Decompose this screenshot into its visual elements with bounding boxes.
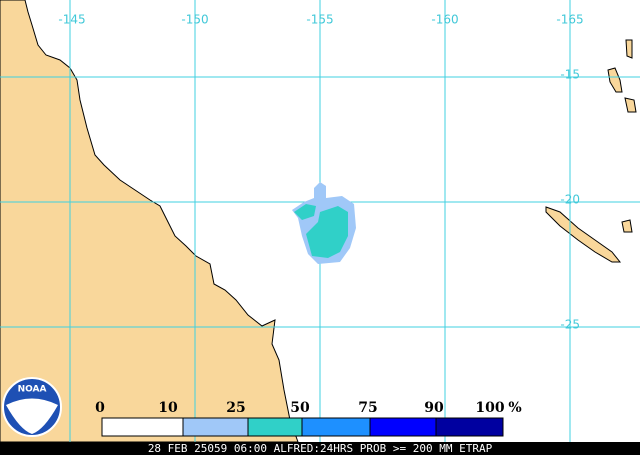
lon-label: -160 — [431, 13, 458, 27]
lat-label: -15 — [560, 68, 580, 82]
caption-bar — [0, 442, 640, 455]
lat-label: -25 — [560, 318, 580, 332]
legend-label: 90 — [424, 400, 444, 416]
legend: 0 10 25 50 75 90 100% — [95, 400, 522, 437]
legend-label: 100 — [475, 400, 504, 416]
prob-inner — [294, 204, 348, 258]
legend-unit: % — [508, 400, 521, 416]
legend-swatch — [182, 417, 249, 437]
legend-swatch — [435, 417, 504, 437]
legend-swatch — [247, 417, 303, 437]
lon-label: -165 — [556, 13, 583, 27]
australia-land — [0, 0, 299, 443]
legend-swatch — [301, 417, 371, 437]
legend-label: 50 — [290, 400, 310, 416]
new-caledonia — [545, 206, 622, 263]
grid — [0, 0, 640, 442]
logo-wave — [6, 398, 58, 434]
lon-label: -145 — [58, 13, 85, 27]
legend-label: 25 — [226, 400, 245, 416]
legend-swatch — [369, 417, 437, 437]
vanuatu — [607, 39, 637, 233]
caption: 28 FEB 25059 06:00 ALFRED:24HRS PROB >= … — [148, 442, 493, 455]
lon-label: -155 — [306, 13, 333, 27]
noaa-logo: NOAA — [2, 377, 62, 437]
legend-label: 0 — [95, 400, 105, 416]
lat-label: -20 — [560, 193, 580, 207]
logo-text: NOAA — [18, 385, 47, 395]
legend-label: 10 — [158, 400, 178, 416]
legend-label: 75 — [358, 400, 377, 416]
lon-label: -150 — [181, 13, 208, 27]
legend-swatch — [101, 417, 184, 437]
